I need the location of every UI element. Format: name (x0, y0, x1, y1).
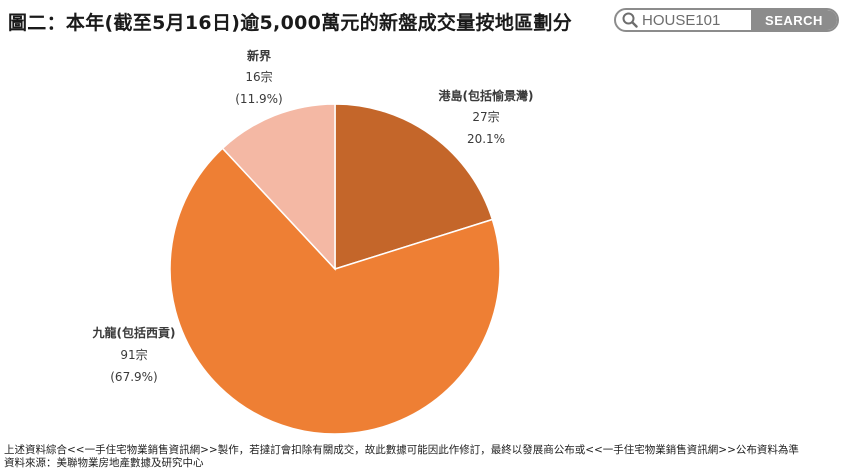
slice-count-label: 16宗 (245, 69, 272, 84)
search-button[interactable]: SEARCH (751, 10, 837, 30)
slice-percent-label: 20.1% (467, 132, 505, 146)
slice-name-label: 港島(包括愉景灣) (439, 88, 534, 103)
chart-title: 圖二：本年(截至5月16日)逾5,000萬元的新盤成交量按地區劃分 (8, 12, 573, 34)
slice-count-label: 91宗 (120, 347, 147, 362)
footnote-disclaimer: 上述資料綜合<<一手住宅物業銷售資訊網>>製作，若撻訂會扣除有關成交，故此數據可… (4, 444, 799, 456)
search-icon (622, 12, 638, 28)
slice-count-label: 27宗 (472, 109, 499, 124)
pie-slice-new-territories (221, 103, 336, 271)
search-field[interactable] (616, 10, 751, 30)
pie-slice-kowloon (169, 147, 501, 435)
search-bar: SEARCH (614, 8, 839, 32)
footnote: 上述資料綜合<<一手住宅物業銷售資訊網>>製作，若撻訂會扣除有關成交，故此數據可… (4, 444, 799, 470)
slice-label-hong-kong-island: 港島(包括愉景灣) 27宗 20.1% (439, 88, 534, 146)
slice-label-kowloon: 九龍(包括西貢) 91宗 (67.9%) (92, 325, 176, 384)
search-input[interactable] (638, 11, 750, 29)
footnote-source: 資料來源：美聯物業房地產數據及研究中心 (4, 457, 204, 469)
slice-percent-label: (11.9%) (235, 92, 282, 106)
slice-percent-label: (67.9%) (110, 370, 157, 384)
slice-name-label: 九龍(包括西貢) (92, 325, 176, 340)
slice-label-new-territories: 新界 16宗 (11.9%) (235, 48, 282, 106)
slice-name-label: 新界 (247, 48, 271, 63)
pie-slice-hong-kong-island (334, 103, 494, 271)
pie-slices (169, 103, 501, 435)
